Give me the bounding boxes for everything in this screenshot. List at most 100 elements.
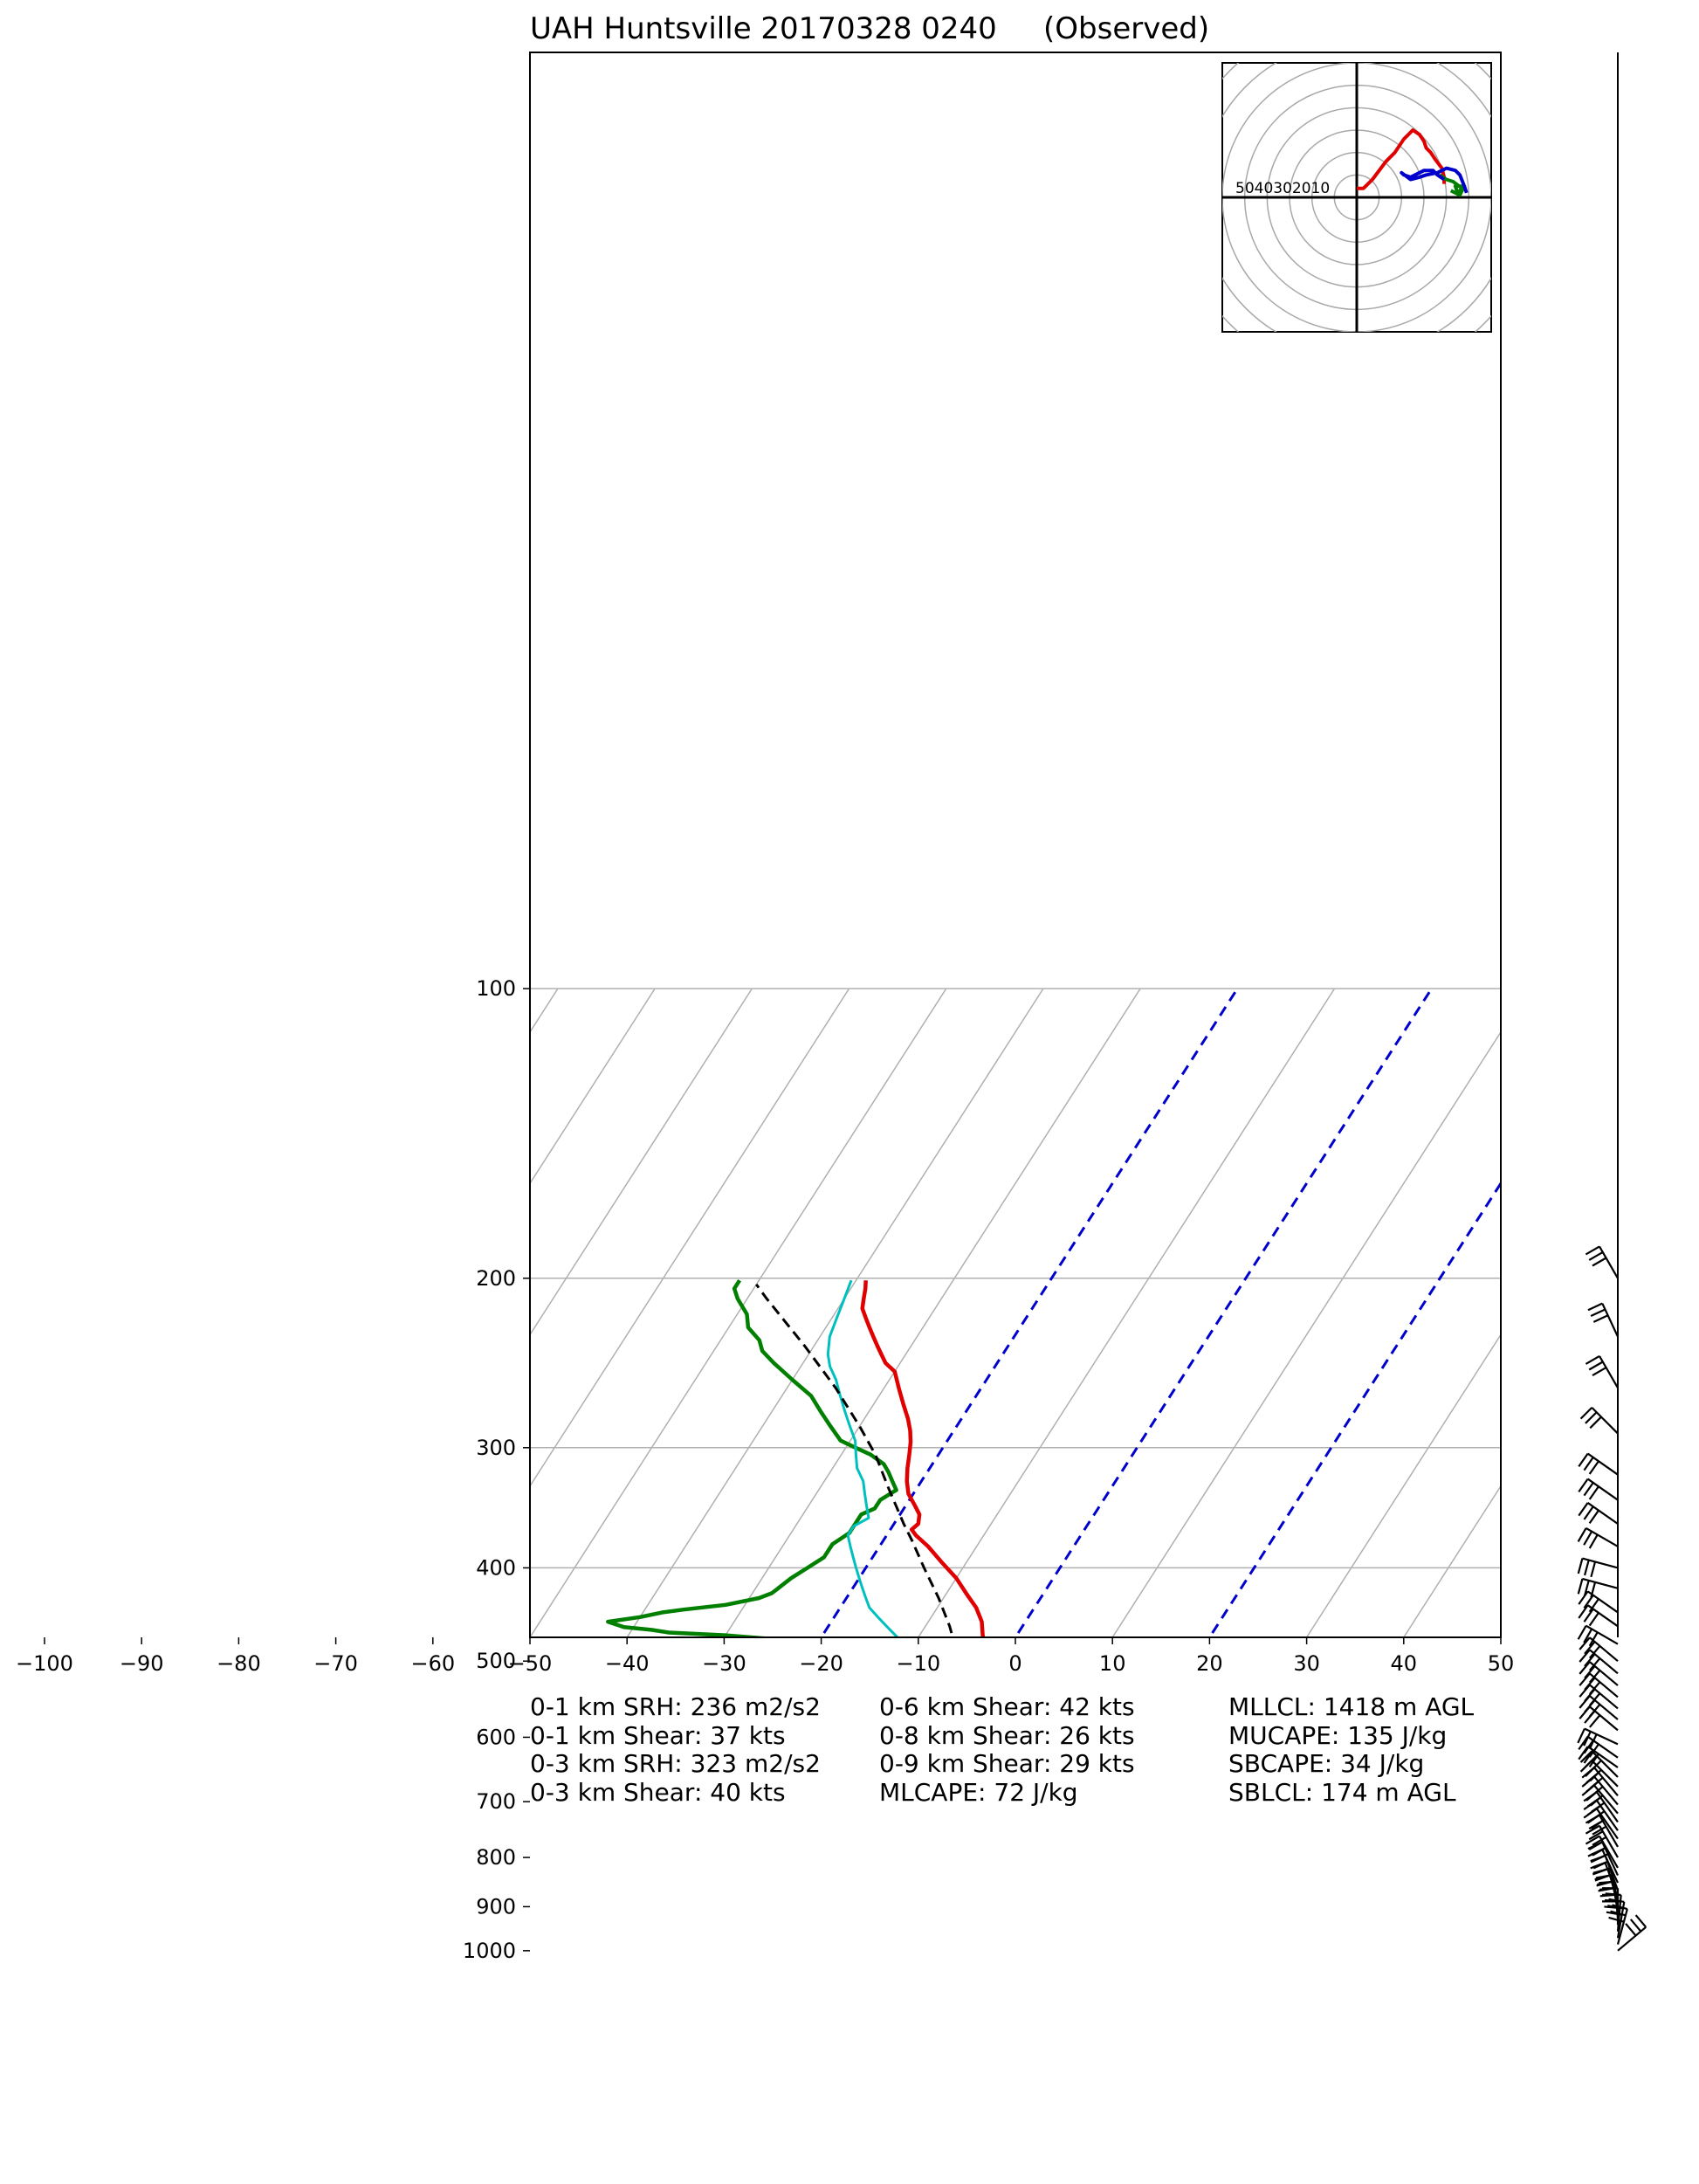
wind-barb-feather [1583,1628,1593,1643]
wind-barb-feather [1583,1608,1594,1622]
isotherm--70 [530,988,753,1336]
param-sblcl: SBLCL: 174 m AGL [1228,1777,1456,1807]
wind-barb-staff [1596,1800,1619,1831]
isotherm--60 [530,988,850,1488]
grid [0,988,1501,1971]
wind-barb-staff [1589,1705,1619,1732]
pressure-tick-label-200: 200 [476,1266,516,1291]
wind-barb-feather [1585,1354,1600,1365]
isotherm--110 [0,989,363,1971]
temperature-tick-label-1: −90 [120,1651,164,1676]
param-column-3: MLLCL: 1418 m AGL MUCAPE: 135 J/kg SBCAP… [1228,1692,1475,1807]
wind-barb-6 [1578,1502,1619,1525]
param-shear-0-3: 0-3 km Shear: 40 kts [530,1777,786,1807]
param-mucape: MUCAPE: 135 J/kg [1228,1720,1448,1750]
wind-barb-feather [1583,1808,1598,1819]
highlight-isotherm--20 [819,988,1239,1637]
wind-barb-feather [1577,1578,1584,1595]
wind-barb-feather [1590,1854,1606,1863]
wind-barb-44 [1608,1904,1628,1945]
isotherm--10 [917,988,1336,1637]
wind-barb-feather [1588,1509,1599,1524]
wind-barb-feather [1579,1760,1593,1773]
wind-barb-3 [1579,1407,1619,1435]
wind-barb-11 [1578,1604,1619,1628]
dewpoint-trace [606,1278,898,1637]
wind-barb-feather [1592,1825,1607,1836]
wind-barb-feather [1608,1898,1625,1903]
parcel-trace [755,1284,954,1637]
isotherm-10 [1111,1030,1501,1637]
wind-barb-feather [1585,1245,1600,1256]
isotherm-30 [1305,1333,1501,1637]
wind-barb-staff [1586,1526,1619,1547]
wind-barb-feather [1610,1910,1627,1917]
wind-barb-feather [1595,1874,1612,1879]
wind-barb-8 [1577,1557,1619,1578]
wind-barb-12 [1577,1624,1619,1647]
isotherm--50 [530,988,947,1637]
pressure-tick-label-1000: 1000 [463,1939,516,1963]
wind-barb-staff [1596,1808,1619,1840]
isotherm--130 [0,989,169,1971]
wind-barb-feather [1583,1505,1594,1520]
wind-barb-feather [1579,1407,1593,1420]
wind-barb-staff [1599,1245,1619,1279]
wind-barb-feather [1590,1308,1606,1318]
param-mllcl: MLLCL: 1418 m AGL [1228,1692,1475,1721]
wind-barb-feather [1588,1533,1599,1549]
wind-barb-feather [1579,1695,1591,1709]
param-mlcape: MLCAPE: 72 J/kg [879,1777,1078,1807]
temperature-tick-label-8: −20 [799,1651,843,1676]
wind-barb-feather [1625,1923,1637,1937]
wind-barb-45 [1617,1914,1647,1952]
wind-barb-feather [1588,1460,1599,1475]
wind-barb-feather [1584,1710,1596,1724]
pressure-tick-label-400: 400 [476,1555,516,1580]
wind-barb-feather [1587,1849,1603,1857]
wind-barb-feather [1577,1728,1586,1744]
wind-barb-4 [1578,1452,1619,1476]
wind-barb-feather [1589,1416,1602,1430]
virtual_temperature-trace [992,1857,1054,1946]
wind-barb-staff [1591,1407,1619,1435]
pressure-tick-label-900: 900 [476,1894,516,1919]
wind-barb-staff [1586,1624,1619,1645]
wind-barb-feather [1579,1705,1591,1719]
pressure-tick-label-800: 800 [476,1845,516,1870]
wind-barb-0 [1585,1245,1619,1279]
pressure-tick-label-300: 300 [476,1436,516,1460]
chart-title: UAH Huntsville 20170328 0240 [530,11,997,46]
isotherm--40 [626,988,1044,1637]
wind-barb-feather [1583,1482,1594,1497]
highlight-isotherm-0 [1014,988,1433,1637]
wind-barb-feather [1579,1672,1591,1686]
hodo_mid-hodograph-trace [1438,173,1467,197]
temperature-tick-label-15: 50 [1488,1651,1515,1676]
wind-barb-feather [1588,1361,1604,1371]
wind-barb-feather [1585,1411,1598,1424]
wind-barb-feather [1579,1649,1591,1663]
isotherm--100 [0,989,461,1971]
wind-barb-feather [1592,1836,1607,1846]
wind-barb-feather [1592,1257,1607,1267]
wind-barb-feather [1583,1595,1594,1609]
isotherm--140 [0,989,72,1971]
wind-barb-feather [1590,1561,1597,1578]
wind-barb-feather [1578,1736,1589,1751]
wind-barb-feather [1588,1830,1604,1841]
wind-barb-feather [1585,1814,1600,1824]
isotherm--120 [0,989,266,1971]
wind-barb-staff [1601,1303,1619,1338]
wind-barb-feather [1608,1916,1625,1923]
temperature-tick-label-3: −70 [313,1651,358,1676]
wind-barb-feather [1581,1767,1595,1779]
wind-barb-feather [1579,1750,1593,1763]
temperature-tick-label-5: −50 [508,1651,553,1676]
wind-barb-feather [1578,1452,1589,1467]
wind-barb-feather [1578,1502,1589,1517]
pressure-tick-label-100: 100 [476,976,516,1001]
wind-barb-13 [1579,1636,1619,1663]
wind-barb-feather [1587,1302,1603,1312]
wind-barb-feather [1592,1868,1609,1874]
